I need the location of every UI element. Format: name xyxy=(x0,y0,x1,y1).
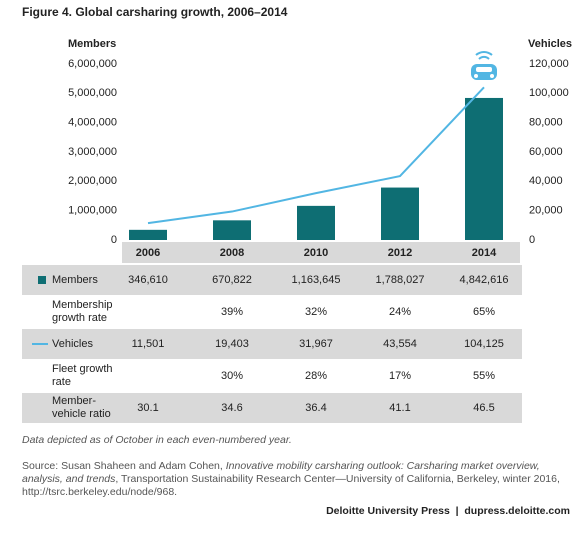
car-light xyxy=(490,74,494,78)
y-axis-label: Members xyxy=(68,38,116,50)
table-cell: 65% xyxy=(473,306,495,318)
table-cell: 32% xyxy=(305,306,327,318)
y-tick-label: 6,000,000 xyxy=(68,58,117,70)
source: Source: Susan Shaheen and Adam Cohen, In… xyxy=(22,460,570,499)
table-cell: 670,822 xyxy=(212,274,252,286)
row-bg xyxy=(22,393,522,423)
y-tick-label: 3,000,000 xyxy=(68,146,117,158)
bar xyxy=(129,229,167,240)
table-cell: 17% xyxy=(389,370,411,382)
table-cell: 46.5 xyxy=(473,402,494,414)
signal-arc xyxy=(478,55,490,60)
table-cell: 55% xyxy=(473,370,495,382)
source-text: Source: Susan Shaheen and Adam Cohen, xyxy=(22,460,226,472)
row-label: Member-vehicle ratio xyxy=(52,395,111,420)
table-cell: 19,403 xyxy=(215,338,249,350)
y2-tick-label: 60,000 xyxy=(529,146,563,158)
y2-tick-label: 80,000 xyxy=(529,117,563,129)
footnote: Data depicted as of October in each even… xyxy=(22,434,292,446)
x-tick-label: 2012 xyxy=(388,247,412,259)
header-row-bg xyxy=(122,242,520,263)
table-cell: 24% xyxy=(389,306,411,318)
y-tick-label: 5,000,000 xyxy=(68,87,117,99)
y-tick-label: 2,000,000 xyxy=(68,175,117,187)
bar xyxy=(381,187,419,240)
table-cell: 31,967 xyxy=(299,338,333,350)
credit: Deloitte University Press | dupress.delo… xyxy=(326,505,570,517)
table-cell: 11,501 xyxy=(132,338,165,350)
x-tick-label: 2008 xyxy=(220,247,244,259)
table-cell: 34.6 xyxy=(221,402,242,414)
x-tick-label: 2010 xyxy=(304,247,328,259)
x-tick-label: 2014 xyxy=(472,247,497,259)
chart-title: Figure 4. Global carsharing growth, 2006… xyxy=(22,5,288,19)
table-cell: 30.1 xyxy=(137,402,158,414)
legend-label: Members xyxy=(52,274,98,286)
bar xyxy=(213,220,251,240)
y-tick-label: 4,000,000 xyxy=(68,117,117,129)
legend-swatch xyxy=(38,276,46,284)
car-light xyxy=(474,74,478,78)
table-cell: 43,554 xyxy=(383,338,417,350)
y2-tick-label: 0 xyxy=(529,234,535,246)
source-text: , Transportation Sustainability Research… xyxy=(22,473,560,498)
table-cell: 36.4 xyxy=(305,402,326,414)
x-tick-label: 2006 xyxy=(136,247,160,259)
table-cell: 39% xyxy=(221,306,243,318)
signal-arc xyxy=(475,51,493,56)
row-label: Fleet growth rate xyxy=(52,363,113,388)
table-cell: 4,842,616 xyxy=(460,274,509,286)
y-tick-label: 1,000,000 xyxy=(68,205,117,217)
row-bg xyxy=(22,329,522,359)
table-cell: 41.1 xyxy=(389,402,410,414)
table-cell: 346,610 xyxy=(128,274,168,286)
car-window xyxy=(476,67,492,72)
row-label: Membership growth rate xyxy=(52,299,113,324)
table-cell: 30% xyxy=(221,370,243,382)
bar xyxy=(297,205,335,240)
line xyxy=(147,86,485,225)
y2-tick-label: 20,000 xyxy=(529,205,563,217)
y2-axis-label: Vehicles xyxy=(528,38,572,50)
car-icon xyxy=(471,51,497,80)
table-cell: 104,125 xyxy=(464,338,504,350)
table-cell: 28% xyxy=(305,370,327,382)
source-title: Innovative mobility carsharing outlook: … xyxy=(22,460,540,485)
y2-tick-label: 120,000 xyxy=(529,58,569,70)
legend-label: Vehicles xyxy=(52,338,93,350)
row-bg xyxy=(22,265,522,295)
bar xyxy=(465,97,503,241)
y2-tick-label: 100,000 xyxy=(529,87,569,99)
y2-tick-label: 40,000 xyxy=(529,175,563,187)
y-tick-label: 0 xyxy=(111,234,117,246)
table-cell: 1,163,645 xyxy=(292,274,341,286)
table-cell: 1,788,027 xyxy=(376,274,425,286)
